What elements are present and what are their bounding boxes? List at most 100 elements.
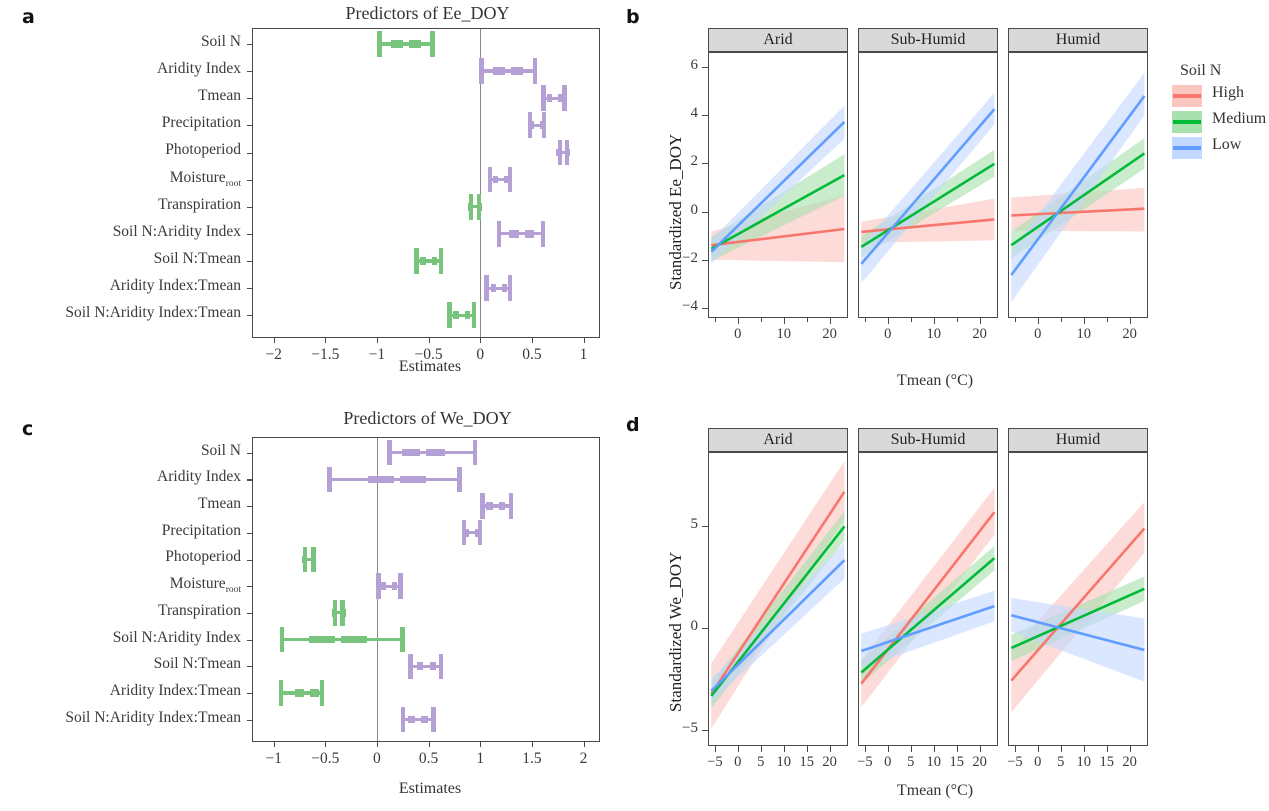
point-estimate xyxy=(453,311,459,320)
point-estimate xyxy=(340,635,367,644)
x-axis-tick-label: 0 xyxy=(884,754,892,770)
point-estimate xyxy=(546,94,552,103)
y-axis-tick xyxy=(247,288,253,290)
panel-b-xaxis-title: Tmean (°C) xyxy=(896,372,974,389)
trend-line-low xyxy=(860,108,996,265)
panel-d-xaxis-title: Tmean (°C) xyxy=(896,782,974,799)
y-axis-tick xyxy=(702,66,708,68)
x-axis-tick xyxy=(1129,318,1131,324)
trend-line-high xyxy=(861,218,995,234)
x-axis-tick xyxy=(1083,746,1085,752)
ci-cap-high xyxy=(541,112,547,139)
x-axis-tick-label: 0 xyxy=(884,326,892,342)
ci-cap-low xyxy=(487,166,492,193)
point-estimate xyxy=(408,40,421,48)
x-axis-tick xyxy=(760,746,762,752)
forest-row-label: Soil N xyxy=(200,32,241,50)
y-axis-tick xyxy=(702,729,708,731)
y-axis-tick xyxy=(247,666,253,668)
point-estimate xyxy=(391,40,403,48)
x-axis-tick xyxy=(806,318,808,322)
confidence-band-low xyxy=(711,542,845,703)
x-axis-tick-label: 5 xyxy=(907,754,915,770)
x-axis-tick xyxy=(910,746,912,752)
point-estimate xyxy=(392,582,398,590)
x-axis-tick xyxy=(864,318,866,322)
point-estimate xyxy=(399,475,426,484)
point-estimate xyxy=(311,555,316,564)
point-estimate xyxy=(421,715,429,724)
legend-swatch-low[interactable] xyxy=(1172,137,1202,159)
x-axis-tick-label: 2 xyxy=(579,750,588,767)
x-axis-tick-label: 0 xyxy=(373,750,381,767)
ci-cap-low xyxy=(408,653,413,679)
x-axis-tick xyxy=(583,741,585,747)
legend-label: Medium xyxy=(1212,110,1267,127)
legend-title: Soil N xyxy=(1180,62,1222,79)
ci-cap-low xyxy=(414,248,419,274)
ci-cap-high xyxy=(457,466,462,493)
y-axis-tick-label: 0 xyxy=(690,201,699,218)
panel-a-title: Predictors of Ee_DOY xyxy=(345,3,510,23)
y-axis-tick xyxy=(702,114,708,116)
zero-reference-line xyxy=(480,29,482,337)
facet-panel-humid xyxy=(1008,52,1148,318)
x-axis-tick xyxy=(737,318,739,324)
x-axis-tick-label: 20 xyxy=(972,326,987,342)
trend-line-medium xyxy=(710,173,846,251)
y-axis-tick xyxy=(247,639,253,641)
x-axis-tick-label: 1 xyxy=(579,346,588,363)
point-estimate xyxy=(524,230,535,238)
x-axis-tick xyxy=(1083,318,1085,324)
facet-strip-sub-humid: Sub-Humid xyxy=(858,428,998,452)
x-axis-tick xyxy=(887,746,889,752)
panel-c-xaxis-title: Estimates xyxy=(398,780,462,797)
x-axis-tick-label: 0 xyxy=(476,346,485,363)
x-axis-tick-label: 10 xyxy=(1076,754,1091,770)
x-axis-tick-label: −5 xyxy=(1007,754,1023,770)
x-axis-tick xyxy=(1106,746,1108,752)
y-axis-tick xyxy=(247,532,253,534)
forest-row-label: Tmean xyxy=(197,87,241,105)
y-axis-tick xyxy=(247,152,253,154)
forest-row-label: Soil N:Aridity Index xyxy=(112,222,241,240)
ci-cap-low xyxy=(484,275,489,302)
y-axis-tick xyxy=(247,506,253,508)
ci-line xyxy=(470,205,480,209)
x-axis-tick-label: −5 xyxy=(857,754,873,770)
forest-row-label: Soil N xyxy=(200,441,241,459)
ci-cap-low xyxy=(447,302,452,329)
ci-line xyxy=(463,531,481,535)
forest-row-label: Transpiration xyxy=(158,601,241,619)
ci-line xyxy=(379,42,433,46)
ci-cap-high xyxy=(477,520,483,546)
x-axis-tick xyxy=(376,337,379,343)
point-estimate xyxy=(503,175,509,184)
ci-line xyxy=(543,96,565,100)
point-estimate xyxy=(540,121,544,130)
point-estimate xyxy=(301,555,306,564)
x-axis-tick xyxy=(273,741,275,747)
forest-row-label: Precipitation xyxy=(161,521,241,539)
point-estimate xyxy=(498,502,506,510)
x-axis-tick-label: −1 xyxy=(368,346,386,363)
y-axis-tick xyxy=(247,586,253,588)
facet-panel-sub-humid xyxy=(858,452,998,746)
confidence-band-medium xyxy=(711,154,845,261)
point-estimate xyxy=(464,311,471,320)
x-axis-tick-label: 20 xyxy=(822,754,837,770)
panel-a-xaxis-title: Estimates xyxy=(398,358,462,375)
facet-strip-arid: Arid xyxy=(708,428,848,452)
facet-strip-sub-humid: Sub-Humid xyxy=(858,28,998,52)
legend-swatch-high[interactable] xyxy=(1172,85,1202,107)
panel-c-title: Predictors of We_DOY xyxy=(343,408,512,428)
x-axis-tick-label: 1 xyxy=(476,750,485,767)
legend-swatch-medium[interactable] xyxy=(1172,111,1202,133)
ci-line xyxy=(481,69,535,73)
x-axis-tick-label: −0.5 xyxy=(311,750,340,767)
x-axis-tick-label: 20 xyxy=(1122,326,1137,342)
point-estimate xyxy=(468,202,473,211)
ci-cap-high xyxy=(319,680,325,706)
forest-row-label: Aridity Index:Tmean xyxy=(109,681,241,699)
x-axis-tick-label: 10 xyxy=(926,326,941,342)
